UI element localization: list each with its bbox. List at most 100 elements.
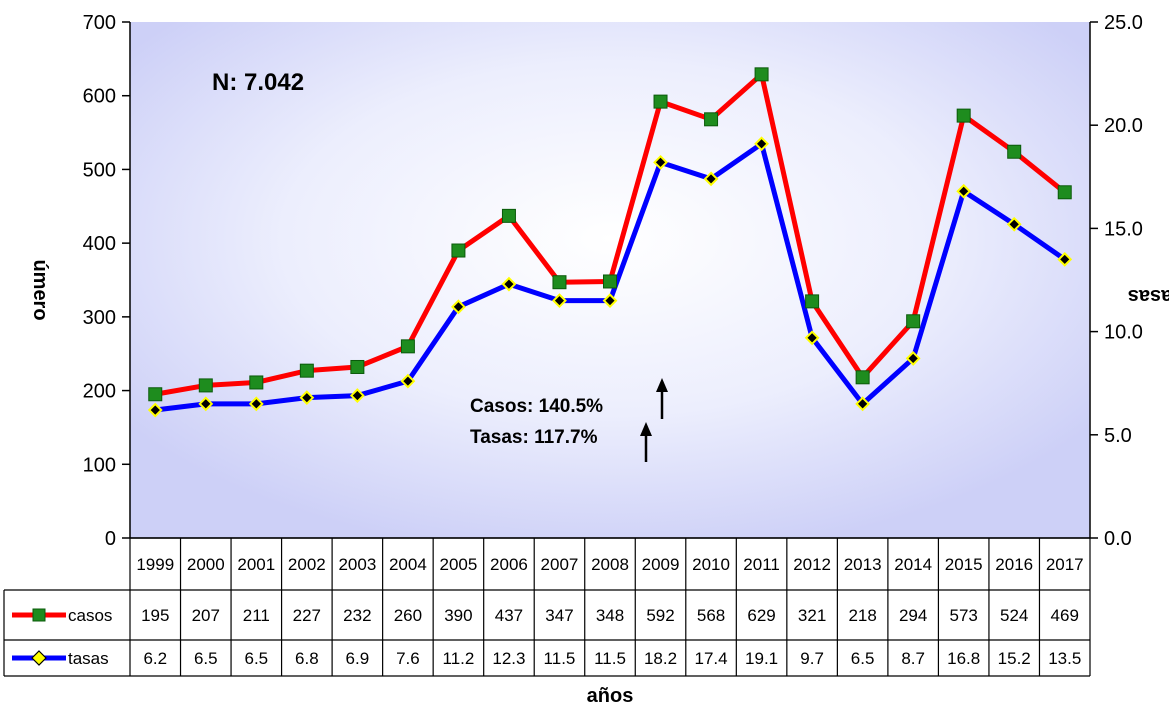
data-point-casos — [350, 359, 365, 374]
data-point-tasas — [1057, 251, 1073, 267]
table-cell-casos: 232 — [343, 606, 371, 625]
table-cell-tasas: 6.8 — [295, 649, 319, 668]
year-header-cell: 2007 — [541, 555, 579, 574]
up-arrow-icon — [656, 378, 668, 419]
table-cell-casos: 211 — [243, 606, 270, 625]
table-cell-tasas: 7.6 — [396, 649, 420, 668]
data-point-tasas — [653, 154, 668, 170]
data-point-tasas — [804, 330, 820, 346]
data-point-casos — [855, 370, 870, 385]
data-point-tasas — [501, 276, 517, 292]
table-cell-casos: 227 — [293, 606, 321, 625]
y-right-tick-label: 25.0 — [1104, 12, 1143, 34]
n-total-label: N: 7.042 — [212, 69, 304, 96]
data-point-tasas — [147, 402, 163, 418]
year-header-cell: 2003 — [338, 555, 376, 574]
y-right-tick-label: 5.0 — [1104, 425, 1132, 447]
y-left-tick-label: 0 — [105, 528, 116, 550]
table-cell-tasas: 6.5 — [194, 649, 218, 668]
table-cell-casos: 195 — [141, 606, 169, 625]
table-cell-tasas: 16.8 — [947, 649, 980, 668]
data-point-casos — [805, 294, 820, 309]
year-header-cell: 2008 — [591, 555, 629, 574]
table-cell-tasas: 12.3 — [492, 649, 525, 668]
y-right-tick-label: 10.0 — [1104, 322, 1143, 344]
y-left-tick-label: 500 — [83, 159, 116, 181]
data-point-casos — [400, 339, 415, 354]
data-point-casos — [148, 387, 163, 402]
year-header-cell: 2000 — [187, 555, 225, 574]
table-cell-tasas: 18.2 — [644, 649, 677, 668]
year-header-cell: 2006 — [490, 555, 528, 574]
data-point-tasas — [754, 136, 769, 152]
table-cell-casos: 218 — [848, 606, 876, 625]
y-left-tick-label: 400 — [83, 233, 116, 255]
y-left-tick-label: 100 — [83, 454, 116, 476]
table-cell-casos: 347 — [545, 606, 573, 625]
year-header-cell: 2001 — [237, 555, 275, 574]
data-point-tasas — [855, 396, 871, 412]
table-cell-tasas: 9.7 — [800, 649, 824, 668]
data-point-casos — [501, 208, 516, 223]
year-header-cell: 2016 — [995, 555, 1033, 574]
y-right-tick-label: 15.0 — [1104, 218, 1143, 240]
data-point-casos — [956, 108, 971, 123]
data-point-casos — [754, 67, 769, 82]
data-point-casos — [451, 243, 466, 258]
x-axis-title: años — [587, 685, 634, 707]
data-point-tasas — [299, 390, 315, 406]
table-cell-tasas: 8.7 — [901, 649, 925, 668]
table-cell-casos: 524 — [1000, 606, 1028, 625]
y-left-axis-title: úmero — [29, 259, 51, 320]
data-point-casos — [249, 375, 264, 390]
table-cell-casos: 390 — [444, 606, 472, 625]
table-cell-casos: 321 — [798, 606, 826, 625]
legend-marker-casos — [32, 608, 46, 622]
table-cell-tasas: 6.5 — [244, 649, 268, 668]
table-cell-tasas: 6.9 — [346, 649, 370, 668]
table-cell-tasas: 11.2 — [443, 649, 475, 668]
table-cell-casos: 348 — [596, 606, 624, 625]
data-point-casos — [1007, 144, 1022, 159]
table-cell-casos: 260 — [394, 606, 422, 625]
data-point-casos — [653, 94, 668, 109]
table-cell-tasas: 11.5 — [594, 649, 626, 668]
table-cell-tasas: 13.5 — [1048, 649, 1081, 668]
y-right-axis-title: asas — [1128, 285, 1169, 307]
data-point-tasas — [956, 183, 972, 199]
casos-change-label: Casos: 140.5% — [470, 396, 603, 417]
data-point-tasas — [602, 293, 618, 309]
table-cell-casos: 207 — [192, 606, 220, 625]
year-header-cell: 2009 — [642, 555, 680, 574]
year-header-cell: 2005 — [440, 555, 478, 574]
y-left-tick-label: 200 — [83, 381, 116, 403]
data-point-tasas — [905, 351, 921, 366]
data-point-tasas — [248, 396, 264, 412]
data-point-casos — [198, 378, 213, 393]
y-right-tick-label: 20.0 — [1104, 115, 1143, 137]
data-point-casos — [704, 112, 719, 127]
legend-marker-tasas — [31, 650, 47, 666]
data-point-tasas — [703, 171, 719, 187]
table-cell-tasas: 15.2 — [998, 649, 1031, 668]
legend-label-tasas: tasas — [68, 649, 109, 668]
year-header-cell: 2013 — [844, 555, 882, 574]
data-point-tasas — [400, 373, 416, 389]
table-cell-casos: 437 — [495, 606, 523, 625]
table-cell-casos: 629 — [747, 606, 775, 625]
table-cell-casos: 469 — [1051, 606, 1079, 625]
table-cell-tasas: 6.5 — [851, 649, 875, 668]
year-header-cell: 2011 — [743, 555, 780, 574]
table-cell-casos: 592 — [646, 606, 674, 625]
y-right-tick-label: 0.0 — [1104, 528, 1132, 550]
table-cell-tasas: 6.2 — [143, 649, 167, 668]
data-point-tasas — [451, 299, 466, 315]
legend-label-casos: casos — [68, 606, 112, 625]
data-point-tasas — [198, 396, 214, 412]
year-header-cell: 1999 — [136, 555, 174, 574]
year-header-cell: 2012 — [793, 555, 831, 574]
table-cell-tasas: 19.1 — [745, 649, 778, 668]
year-header-cell: 2014 — [894, 555, 932, 574]
y-left-tick-label: 700 — [83, 12, 116, 34]
